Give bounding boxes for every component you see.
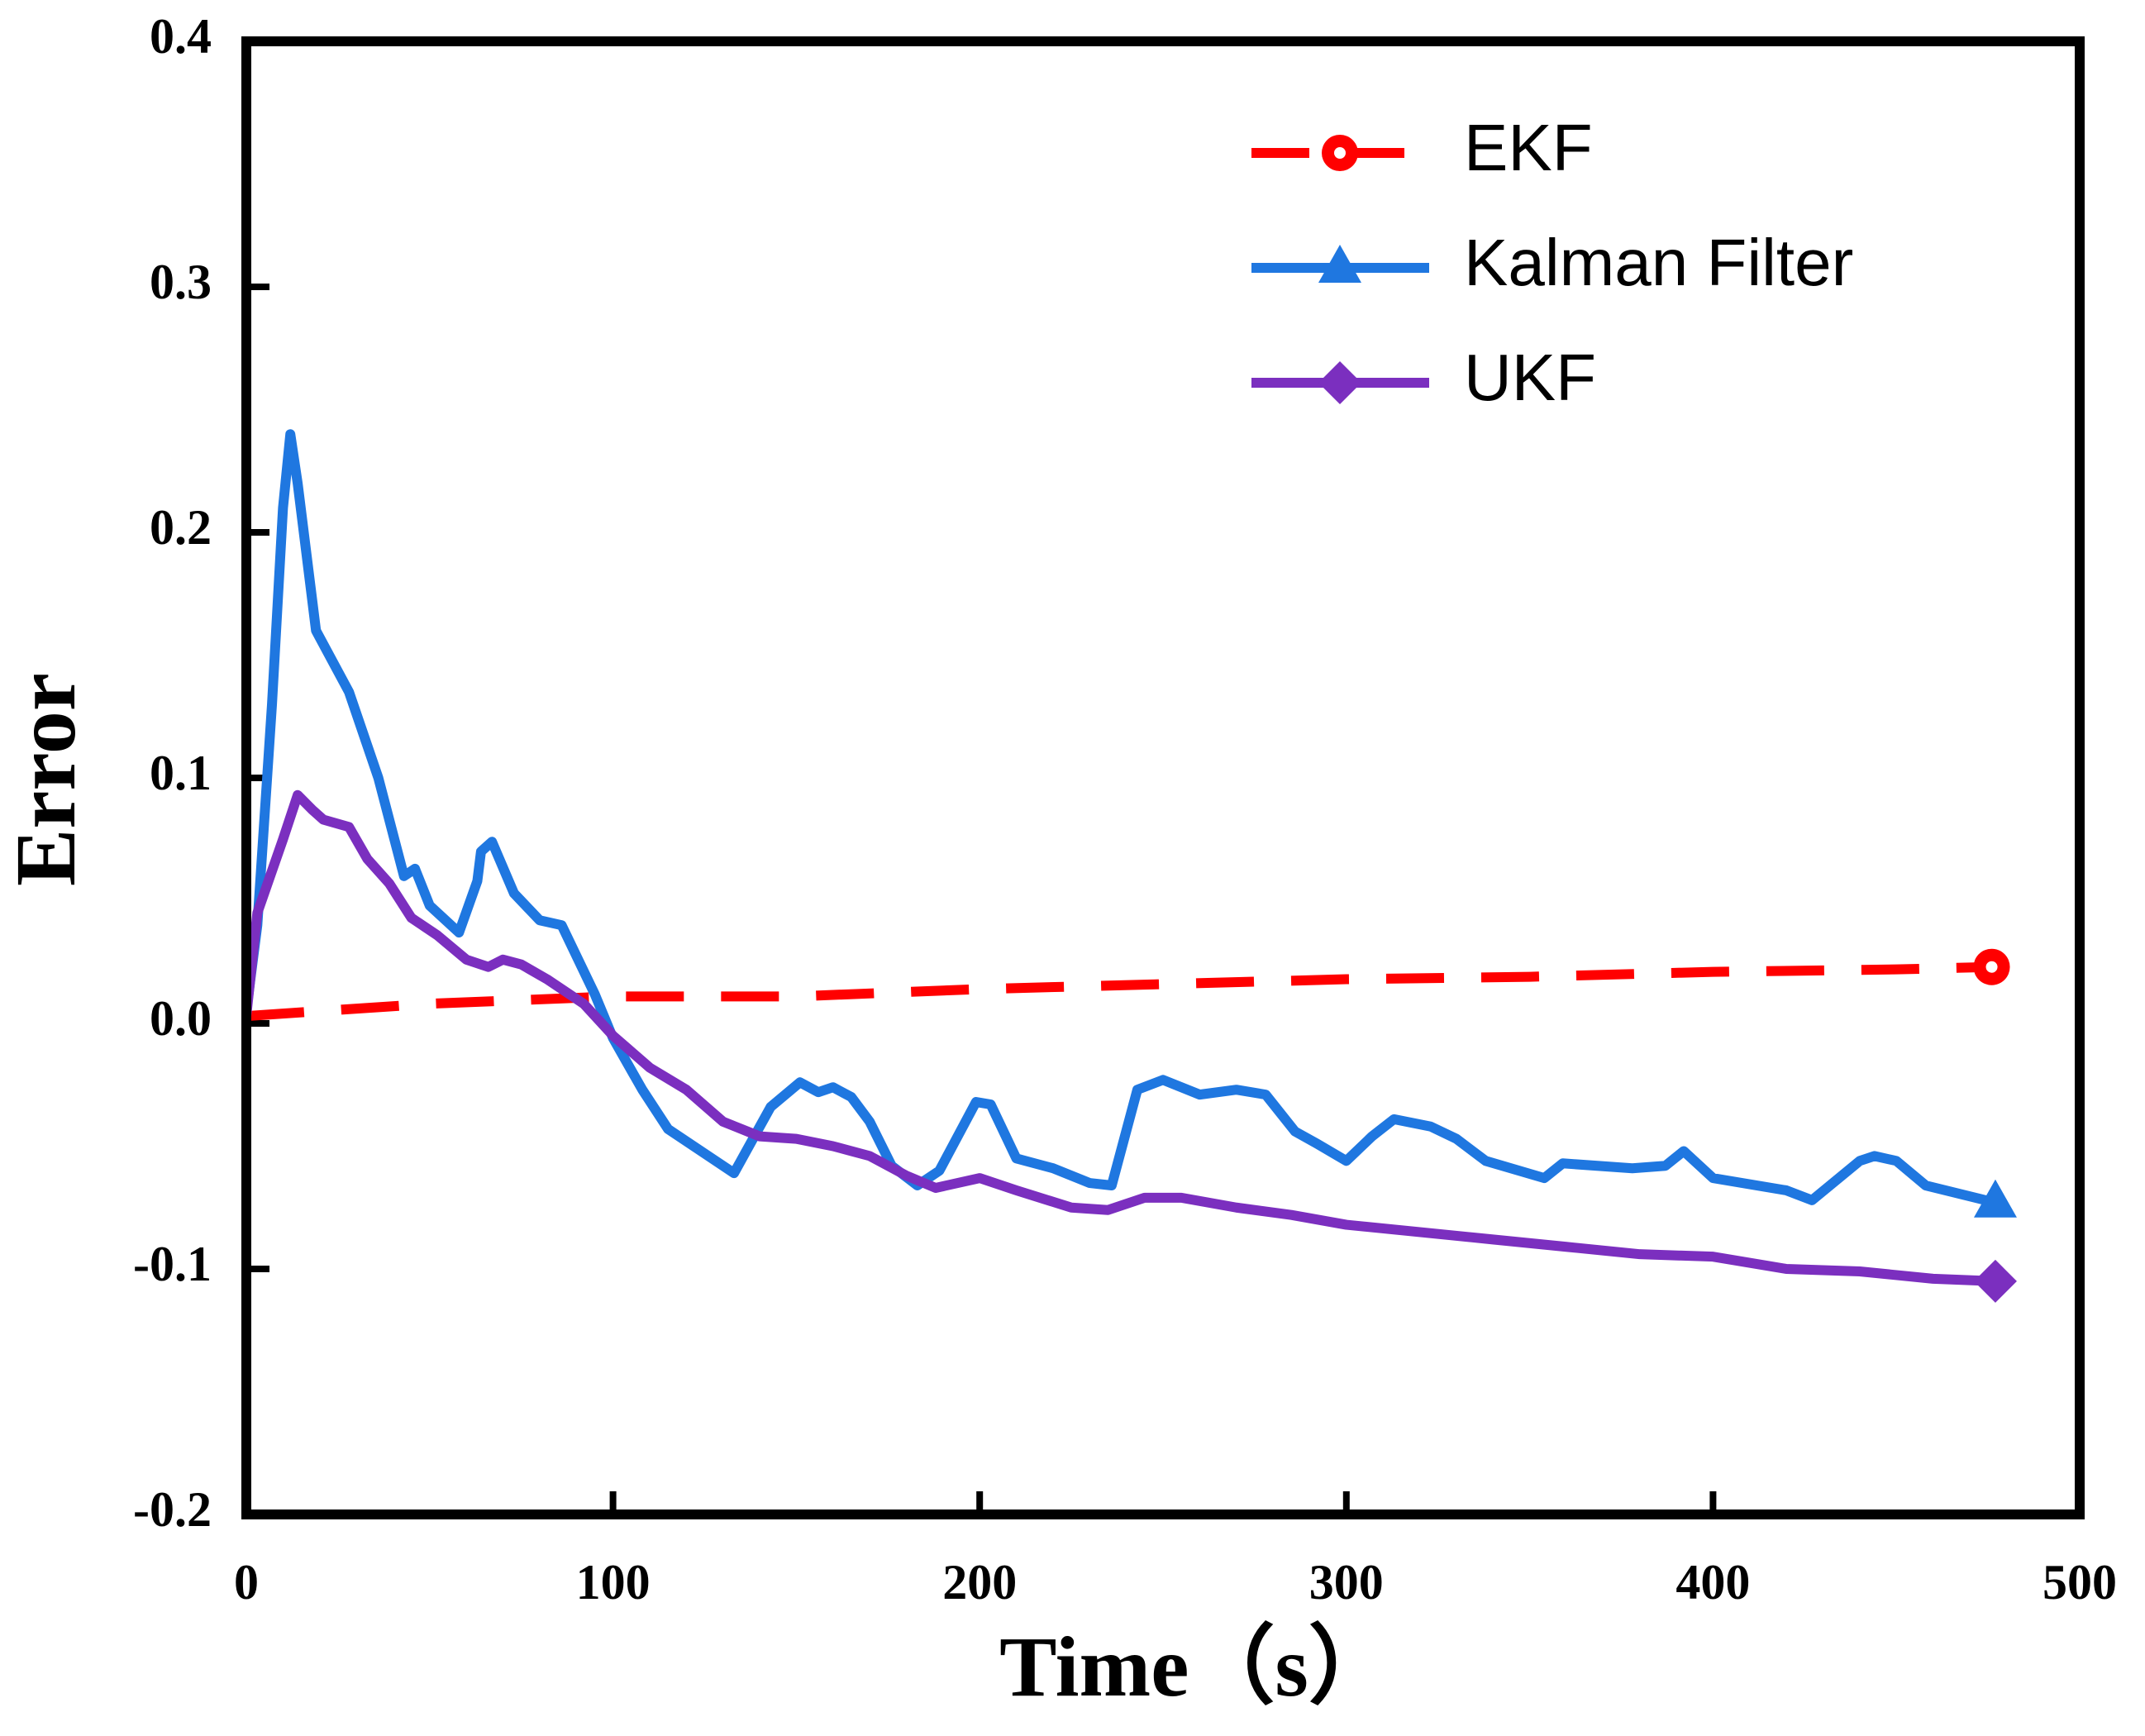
series-line <box>246 961 1992 1022</box>
marker-center <box>1334 147 1346 159</box>
legend-label: Kalman Filter <box>1464 226 1853 299</box>
x-axis-label: Time（s） <box>999 1619 1394 1715</box>
series-line <box>246 789 1996 1286</box>
x-tick-label: 0 <box>234 1555 259 1610</box>
y-tick-label: 0.3 <box>150 255 212 309</box>
y-tick-label: -0.1 <box>133 1237 212 1291</box>
y-tick-label: 0.0 <box>150 991 212 1046</box>
marker <box>1318 361 1361 404</box>
series-line <box>246 429 1997 1208</box>
x-tick-label: 400 <box>1675 1555 1750 1610</box>
y-tick-label: 0.2 <box>150 500 212 555</box>
legend-label: EKF <box>1464 111 1593 184</box>
y-tick-label: 0.4 <box>150 9 212 64</box>
marker-center <box>1985 961 1998 973</box>
x-tick-label: 100 <box>576 1555 651 1610</box>
marker <box>1973 1259 2017 1303</box>
plot-frame <box>241 36 2085 1519</box>
y-tick-label: -0.2 <box>133 1482 212 1537</box>
y-tick-label: 0.1 <box>150 746 212 800</box>
x-tick-label: 200 <box>942 1555 1017 1610</box>
marker <box>1318 245 1361 283</box>
x-tick-label: 500 <box>2043 1555 2117 1610</box>
y-axis-label: Error <box>0 673 93 886</box>
marker <box>1973 1179 2017 1218</box>
legend-label: UKF <box>1464 341 1596 414</box>
x-tick-label: 300 <box>1309 1555 1384 1610</box>
